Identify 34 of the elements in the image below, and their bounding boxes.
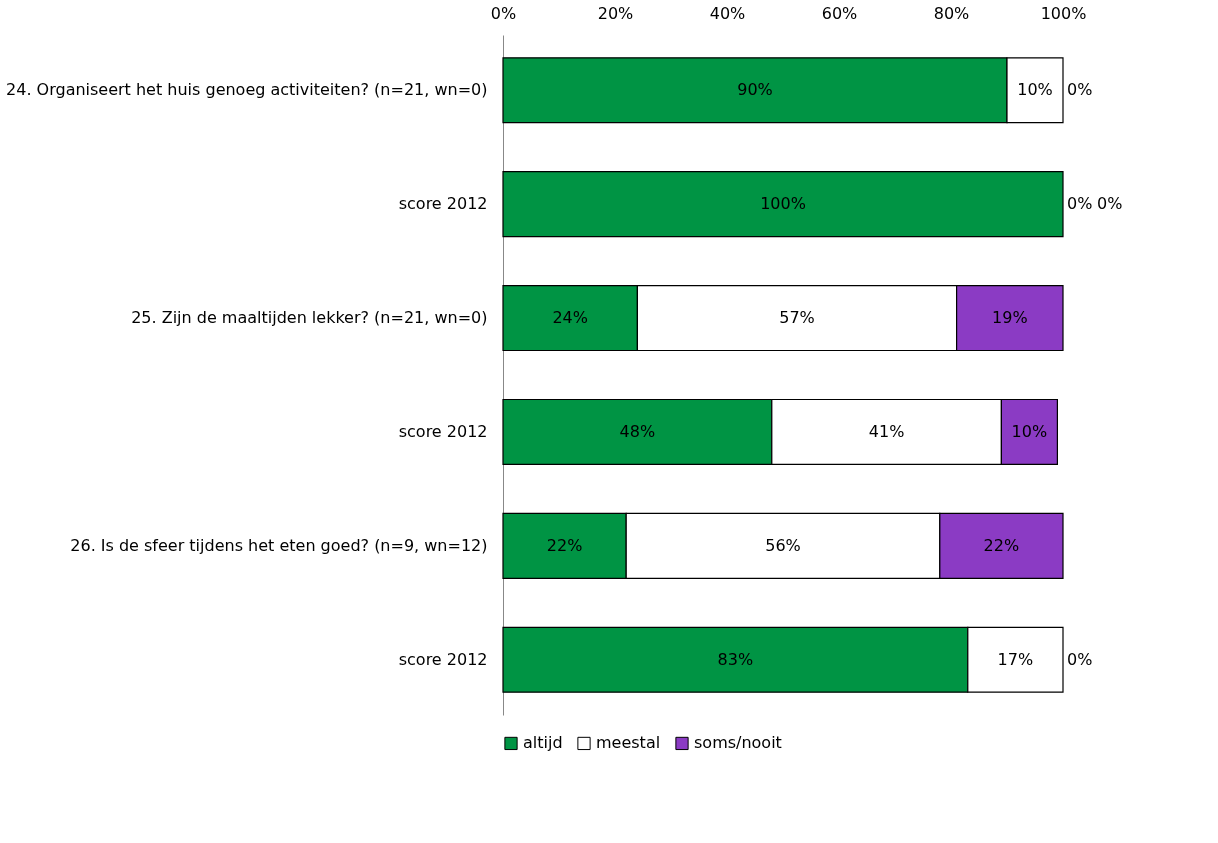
data-label: 41% — [868, 421, 905, 441]
data-label: 100% — [760, 194, 806, 214]
data-label: 0% — [1067, 80, 1093, 100]
x-tick-label: 20% — [597, 3, 634, 23]
data-label: 0% — [1067, 649, 1093, 669]
data-label: 10% — [1017, 80, 1053, 100]
data-label: 24% — [552, 308, 588, 328]
data-label: 0% — [1067, 194, 1093, 214]
data-label: 17% — [997, 649, 1034, 669]
y-tick-label: 26. Is de sfeer tijdens het eten goed? (n=9, wn=12) — [70, 535, 488, 555]
data-label: 22% — [546, 535, 583, 555]
data-label: 56% — [765, 535, 801, 555]
data-label: 0% — [1097, 194, 1123, 214]
legend-label: altijd — [523, 733, 563, 753]
x-tick-label: 0% — [490, 3, 517, 23]
legend-label: soms/nooit — [694, 733, 782, 753]
legend-label: meestal — [596, 733, 661, 753]
bar — [502, 171, 1064, 238]
data-label: 22% — [983, 535, 1020, 555]
y-tick-label: 25. Zijn de maaltijden lekker? (n=21, wn=0) — [131, 308, 488, 328]
data-label: 19% — [992, 308, 1028, 328]
x-tick-label: 100% — [1040, 3, 1087, 23]
data-label: 48% — [619, 421, 656, 441]
y-tick-label: score 2012 — [398, 421, 488, 441]
data-label: 83% — [717, 649, 754, 669]
x-tick-label: 60% — [821, 3, 858, 23]
x-tick-label: 80% — [933, 3, 970, 23]
data-label: 57% — [779, 308, 815, 328]
x-tick-label: 40% — [709, 3, 746, 23]
data-label: 90% — [737, 80, 773, 100]
y-tick-label: score 2012 — [398, 194, 488, 214]
data-label: 10% — [1011, 421, 1048, 441]
y-tick-label: 24. Organiseert het huis genoeg activiteiten? (n=21, wn=0) — [6, 80, 488, 100]
y-tick-label: score 2012 — [398, 649, 488, 669]
